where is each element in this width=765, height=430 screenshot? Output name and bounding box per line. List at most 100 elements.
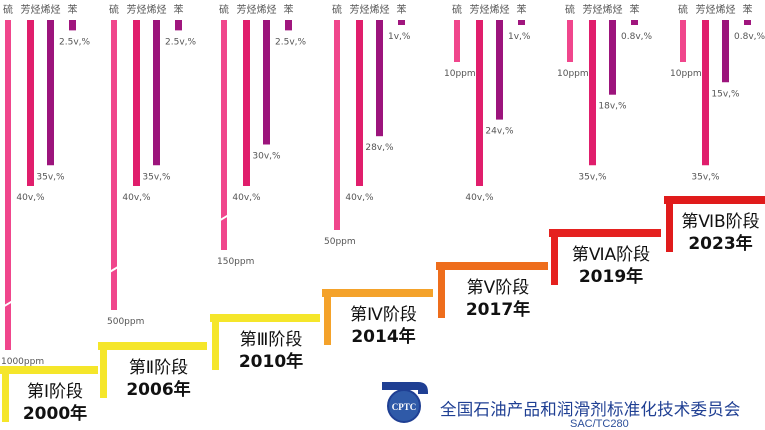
value-label-2-stage-2: 35v,% [142,172,171,182]
stage-name-1: 第Ⅰ阶段 [27,382,83,402]
category-label-2-stage-1: 烯烃 [41,3,61,16]
aromatics-bar-stage-3 [243,20,250,186]
sulfur-bar-stage-4 [334,20,340,230]
sulfur-bar-stage-6 [567,20,573,62]
aromatics-bar-stage-1 [27,20,34,186]
value-label-1-stage-6: 35v,% [578,172,607,182]
organization-name: 全国石油产品和润滑剂标准化技术委员会 [440,400,741,419]
category-label-3-stage-4: 苯 [397,3,407,16]
value-label-2-stage-5: 24v,% [485,127,514,137]
stage-name-2: 第Ⅱ阶段 [129,358,188,378]
timeline-riser-stage-1 [2,374,9,422]
value-label-0-stage-3: 150ppm [217,257,254,267]
stage-name-3: 第Ⅲ阶段 [240,330,303,350]
stage-year-3: 2010年 [239,351,303,372]
organization-code: SAC/TC280 [570,418,629,430]
timeline-step-stage-3 [210,314,320,322]
stage-name-6: 第ⅥA阶段 [572,245,650,265]
category-label-3-stage-6: 苯 [630,3,640,16]
category-label-3-stage-5: 苯 [517,3,527,16]
category-label-0-stage-4: 硫 [332,3,342,16]
stage-year-1: 2000年 [23,403,87,424]
cptc-logo: CPTC [382,382,428,423]
value-label-3-stage-3: 2.5v,% [275,37,307,47]
value-label-2-stage-3: 30v,% [252,152,281,162]
value-label-3-stage-2: 2.5v,% [165,37,197,47]
axis-break-mark-stage-1 [2,299,14,308]
aromatics-bar-stage-4 [356,20,363,186]
value-label-1-stage-1: 40v,% [16,193,45,203]
timeline-step-stage-4 [322,289,433,297]
value-label-0-stage-4: 50ppm [324,237,356,247]
category-label-0-stage-3: 硫 [219,3,229,16]
olefins-bar-stage-5 [496,20,503,120]
value-label-3-stage-5: 1v,% [508,32,531,42]
sulfur-bar-stage-1 [5,20,11,350]
axis-break-mark-stage-3 [218,213,230,222]
value-label-3-stage-1: 2.5v,% [59,37,91,47]
value-label-0-stage-7: 10ppm [670,69,702,79]
timeline-riser-stage-4 [324,297,331,345]
benzene-bar-stage-1 [69,20,76,31]
footer: CPTC 全国石油产品和润滑剂标准化技术委员会 SAC/TC280 [378,378,765,430]
category-label-2-stage-2: 烯烃 [147,3,167,16]
timeline-step-stage-5 [436,262,548,270]
category-label-2-stage-6: 烯烃 [603,3,623,16]
value-label-0-stage-2: 500ppm [107,317,144,327]
timeline-riser-stage-3 [212,322,219,370]
category-label-3-stage-1: 苯 [68,3,78,16]
timeline-riser-stage-5 [438,270,445,318]
sulfur-bar-stage-7 [680,20,686,62]
aromatics-bar-stage-2 [133,20,140,186]
category-label-0-stage-1: 硫 [3,3,13,16]
timeline-step-stage-6 [549,229,661,237]
value-label-3-stage-7: 0.8v,% [734,32,765,42]
timeline-riser-stage-6 [551,237,558,285]
category-label-1-stage-3: 芳烃 [237,3,257,16]
stage-name-4: 第Ⅳ阶段 [350,305,417,325]
category-label-3-stage-7: 苯 [743,3,753,16]
stage-year-4: 2014年 [351,326,415,347]
category-label-1-stage-5: 芳烃 [470,3,490,16]
category-label-3-stage-3: 苯 [284,3,294,16]
value-label-2-stage-6: 18v,% [598,102,627,112]
category-label-2-stage-7: 烯烃 [716,3,736,16]
value-label-1-stage-4: 40v,% [345,193,374,203]
category-label-0-stage-7: 硫 [678,3,688,16]
category-label-3-stage-2: 苯 [174,3,184,16]
value-label-2-stage-4: 28v,% [365,143,394,153]
stage-name-7: 第ⅥB阶段 [681,212,759,232]
olefins-bar-stage-2 [153,20,160,166]
timeline-step-stage-7 [664,196,765,204]
sulfur-bar-stage-2 [111,20,117,310]
category-label-0-stage-5: 硫 [452,3,462,16]
value-label-2-stage-1: 35v,% [36,172,65,182]
category-label-1-stage-7: 芳烃 [696,3,716,16]
category-label-2-stage-4: 烯烃 [370,3,390,16]
category-label-1-stage-1: 芳烃 [21,3,41,16]
category-label-2-stage-3: 烯烃 [257,3,277,16]
value-label-0-stage-5: 10ppm [444,69,476,79]
benzene-bar-stage-4 [398,20,405,25]
value-label-1-stage-3: 40v,% [232,193,261,203]
sulfur-bar-stage-5 [454,20,460,62]
axis-break-mark-stage-2 [108,265,120,274]
olefins-bar-stage-4 [376,20,383,137]
benzene-bar-stage-2 [175,20,182,31]
benzene-bar-stage-6 [631,20,638,25]
aromatics-bar-stage-6 [589,20,596,166]
category-label-0-stage-6: 硫 [565,3,575,16]
value-label-1-stage-2: 40v,% [122,193,151,203]
category-label-1-stage-6: 芳烃 [583,3,603,16]
olefins-bar-stage-3 [263,20,270,145]
timeline-riser-stage-7 [666,204,673,252]
value-label-1-stage-5: 40v,% [465,193,494,203]
aromatics-bar-stage-5 [476,20,483,186]
value-label-3-stage-6: 0.8v,% [621,32,653,42]
stage-year-5: 2017年 [466,299,530,320]
timeline-step-stage-1 [0,366,98,374]
category-label-2-stage-5: 烯烃 [490,3,510,16]
stage-year-6: 2019年 [579,266,643,287]
value-label-0-stage-1: 1000ppm [1,357,44,367]
stage-year-7: 2023年 [688,233,752,254]
